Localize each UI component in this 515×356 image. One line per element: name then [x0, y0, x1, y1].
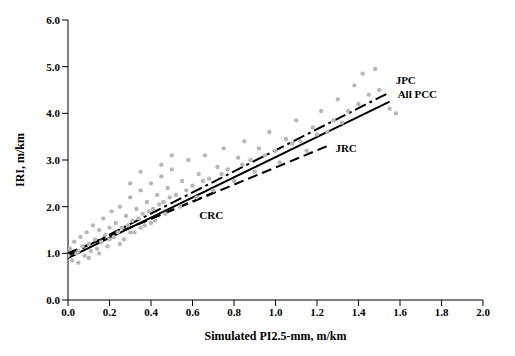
svg-text:CRC: CRC — [199, 209, 223, 221]
svg-text:IRI, m/km: IRI, m/km — [13, 133, 27, 187]
svg-text:2.0: 2.0 — [46, 201, 60, 213]
svg-text:4.0: 4.0 — [46, 107, 60, 119]
svg-text:2.0: 2.0 — [476, 306, 490, 318]
svg-text:1.2: 1.2 — [310, 306, 324, 318]
svg-text:6.0: 6.0 — [46, 14, 60, 26]
svg-text:1.4: 1.4 — [352, 306, 366, 318]
svg-text:0.4: 0.4 — [144, 306, 158, 318]
svg-text:0.0: 0.0 — [46, 294, 60, 306]
svg-text:All PCC: All PCC — [398, 88, 437, 100]
svg-text:3.0: 3.0 — [46, 154, 60, 166]
svg-text:1.0: 1.0 — [269, 306, 283, 318]
svg-text:1.6: 1.6 — [393, 306, 407, 318]
svg-text:0.6: 0.6 — [186, 306, 200, 318]
svg-text:1.8: 1.8 — [435, 306, 449, 318]
svg-text:JRC: JRC — [335, 142, 356, 154]
svg-text:JPC: JPC — [396, 74, 416, 86]
svg-text:1.0: 1.0 — [46, 247, 60, 259]
svg-text:0.0: 0.0 — [61, 306, 75, 318]
svg-text:0.8: 0.8 — [227, 306, 241, 318]
svg-text:0.2: 0.2 — [103, 306, 117, 318]
svg-text:5.0: 5.0 — [46, 61, 60, 73]
svg-text:Simulated PI2.5-mm, m/km: Simulated PI2.5-mm, m/km — [205, 329, 347, 343]
